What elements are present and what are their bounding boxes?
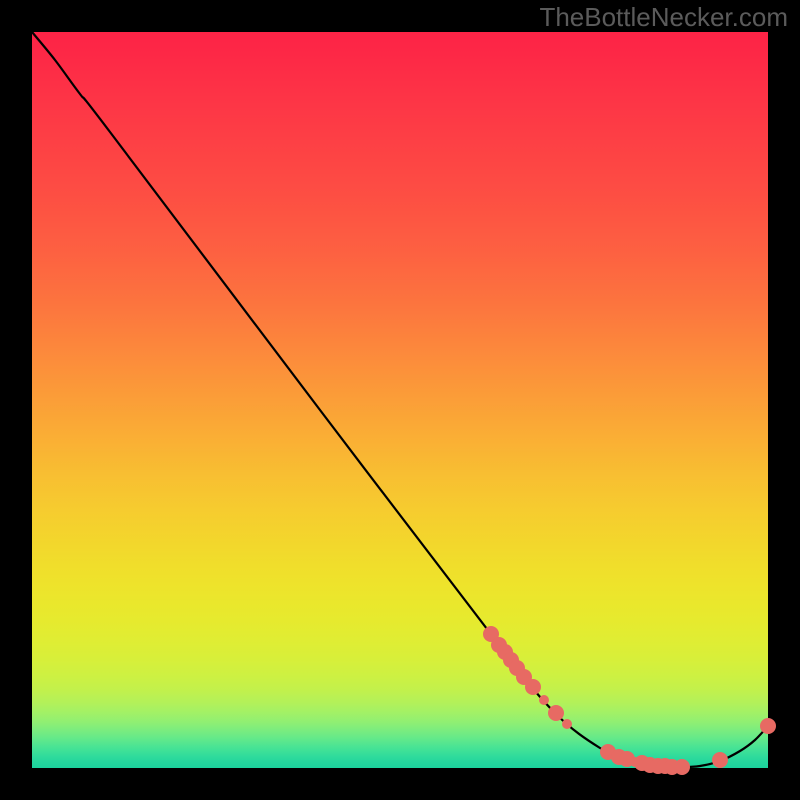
data-marker <box>674 759 690 775</box>
data-marker <box>525 679 541 695</box>
data-marker <box>548 705 564 721</box>
chart-plot-area <box>32 32 768 768</box>
data-marker <box>539 695 549 705</box>
bottleneck-chart: TheBottleNecker.com <box>0 0 800 800</box>
data-marker <box>712 752 728 768</box>
chart-svg: TheBottleNecker.com <box>0 0 800 800</box>
watermark-text: TheBottleNecker.com <box>539 2 788 32</box>
data-marker <box>760 718 776 734</box>
data-marker <box>562 719 572 729</box>
